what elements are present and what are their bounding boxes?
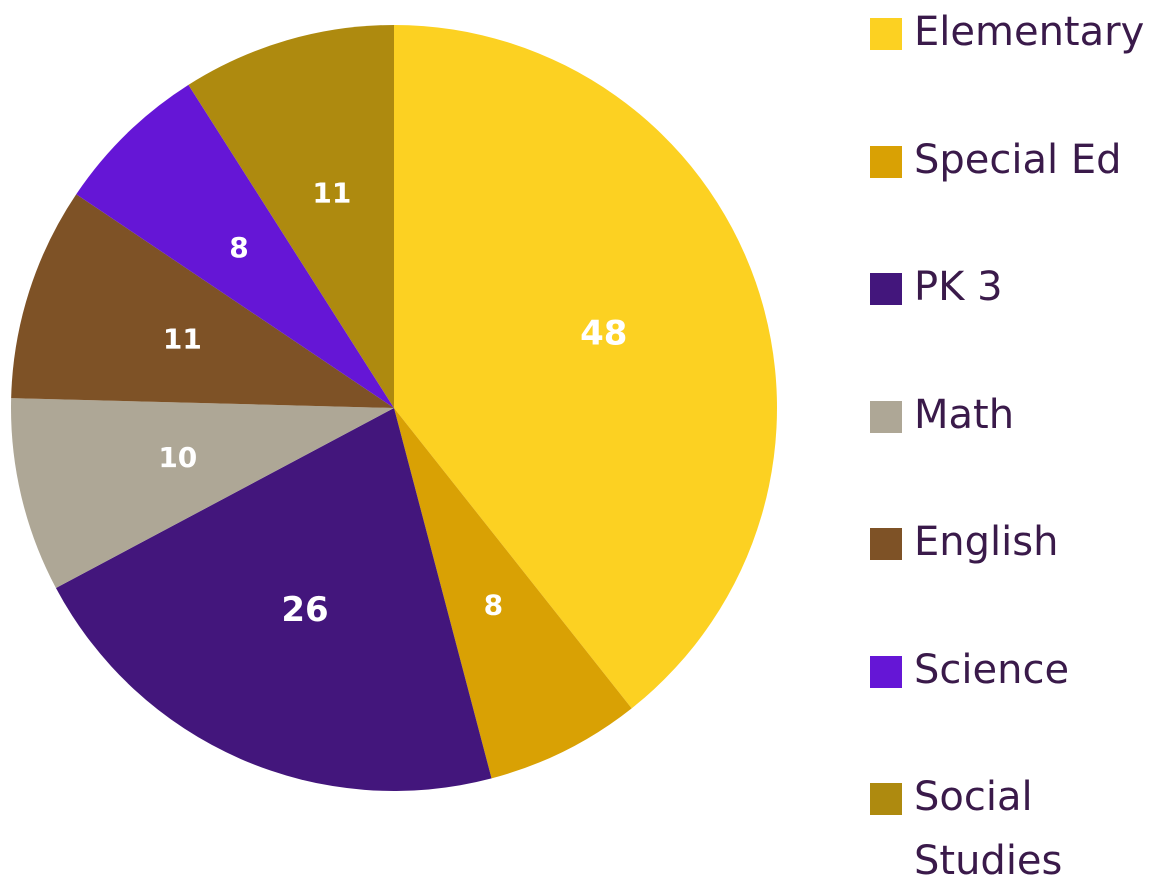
- legend-item: PK 3: [870, 263, 1170, 319]
- slice-label: 11: [163, 322, 202, 355]
- legend-swatch: [870, 18, 902, 50]
- legend-label: Science: [914, 646, 1070, 693]
- legend-label: Elementary: [914, 9, 1145, 55]
- legend-item: English: [870, 518, 1170, 574]
- legend-label: English: [914, 519, 1059, 565]
- legend-swatch: [870, 273, 902, 305]
- slice-label: 10: [158, 441, 197, 474]
- legend-item: Special Ed: [870, 136, 1170, 192]
- legend-item: Science: [870, 646, 1170, 702]
- legend-label: Math: [914, 391, 1015, 438]
- legend-item: Social Studies: [870, 773, 1170, 893]
- legend-label: Special Ed: [914, 136, 1122, 183]
- slice-label: 26: [281, 590, 328, 630]
- pie-slice: [55, 408, 492, 792]
- legend-swatch: [870, 145, 902, 178]
- legend-item: Math: [870, 391, 1170, 447]
- pie-slice: [188, 25, 394, 408]
- pie-slice: [11, 194, 394, 408]
- slice-label: 8: [484, 589, 503, 622]
- slice-label: 48: [580, 314, 627, 354]
- pie-slice: [394, 408, 632, 779]
- slice-label: 8: [229, 231, 248, 264]
- legend-swatch: [870, 400, 902, 433]
- legend-label: PK 3: [914, 264, 1003, 310]
- legend-label: Social Studies: [914, 774, 1063, 884]
- legend-swatch: [870, 528, 902, 560]
- pie-slice: [10, 398, 394, 589]
- pie-slice: [76, 84, 394, 409]
- legend-swatch: [870, 783, 902, 815]
- legend-swatch: [870, 655, 902, 688]
- slice-label: 11: [312, 177, 351, 210]
- chart: 48 8 26 10 11 8 11: [10, 25, 778, 792]
- pie-slice: [394, 25, 778, 709]
- legend-item: Elementary: [870, 8, 1170, 64]
